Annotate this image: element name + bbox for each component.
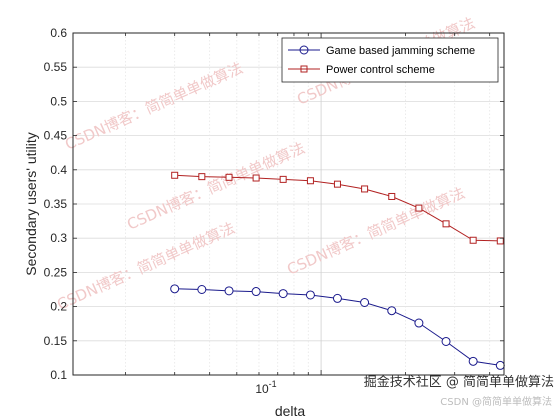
data-point-square [443, 221, 449, 227]
data-point-square [226, 174, 232, 180]
y-tick-label: 0.3 [50, 231, 67, 245]
data-point-square [497, 238, 503, 244]
data-point-circle [442, 337, 450, 345]
data-point-square [307, 178, 313, 184]
data-point-circle [415, 319, 423, 327]
data-point-circle [333, 294, 341, 302]
y-tick-label: 0.1 [50, 368, 67, 382]
data-point-circle [198, 286, 206, 294]
footer-subwatermark: CSDN @简简单单做算法 [440, 393, 552, 408]
data-point-circle [171, 285, 179, 293]
data-point-square [253, 175, 259, 181]
y-tick-label: 0.25 [44, 265, 68, 279]
data-point-square [416, 205, 422, 211]
legend-label-power: Power control scheme [326, 64, 435, 76]
y-tick-label: 0.35 [44, 197, 68, 211]
data-point-circle [361, 298, 369, 306]
data-point-circle [306, 291, 314, 299]
y-tick-label: 0.6 [50, 26, 67, 40]
data-point-circle [225, 287, 233, 295]
data-point-square [362, 186, 368, 192]
data-point-square [199, 174, 205, 180]
data-point-square [389, 193, 395, 199]
data-point-circle [469, 357, 477, 365]
legend: Game based jamming scheme Power control … [282, 38, 498, 82]
data-point-square [280, 176, 286, 182]
y-axis-label: Secondary users' utility [23, 132, 39, 276]
x-axis-label: delta [275, 403, 306, 419]
data-point-circle [252, 288, 260, 296]
footer-watermark: 掘金技术社区 @ 简简单单做算法 [364, 371, 554, 390]
data-point-square [334, 181, 340, 187]
y-tick-label: 0.4 [50, 163, 67, 177]
x-tick-label: 10-1 [255, 379, 276, 396]
data-point-circle [388, 307, 396, 315]
data-point-circle [496, 361, 504, 369]
data-point-circle [279, 290, 287, 298]
y-tick-label: 0.2 [50, 300, 67, 314]
y-tick-label: 0.15 [44, 334, 68, 348]
data-point-square [172, 172, 178, 178]
y-tick-label: 0.55 [44, 60, 68, 74]
y-tick-label: 0.5 [50, 94, 67, 108]
legend-label-game: Game based jamming scheme [326, 45, 475, 57]
data-point-square [470, 237, 476, 243]
y-tick-label: 0.45 [44, 129, 68, 143]
